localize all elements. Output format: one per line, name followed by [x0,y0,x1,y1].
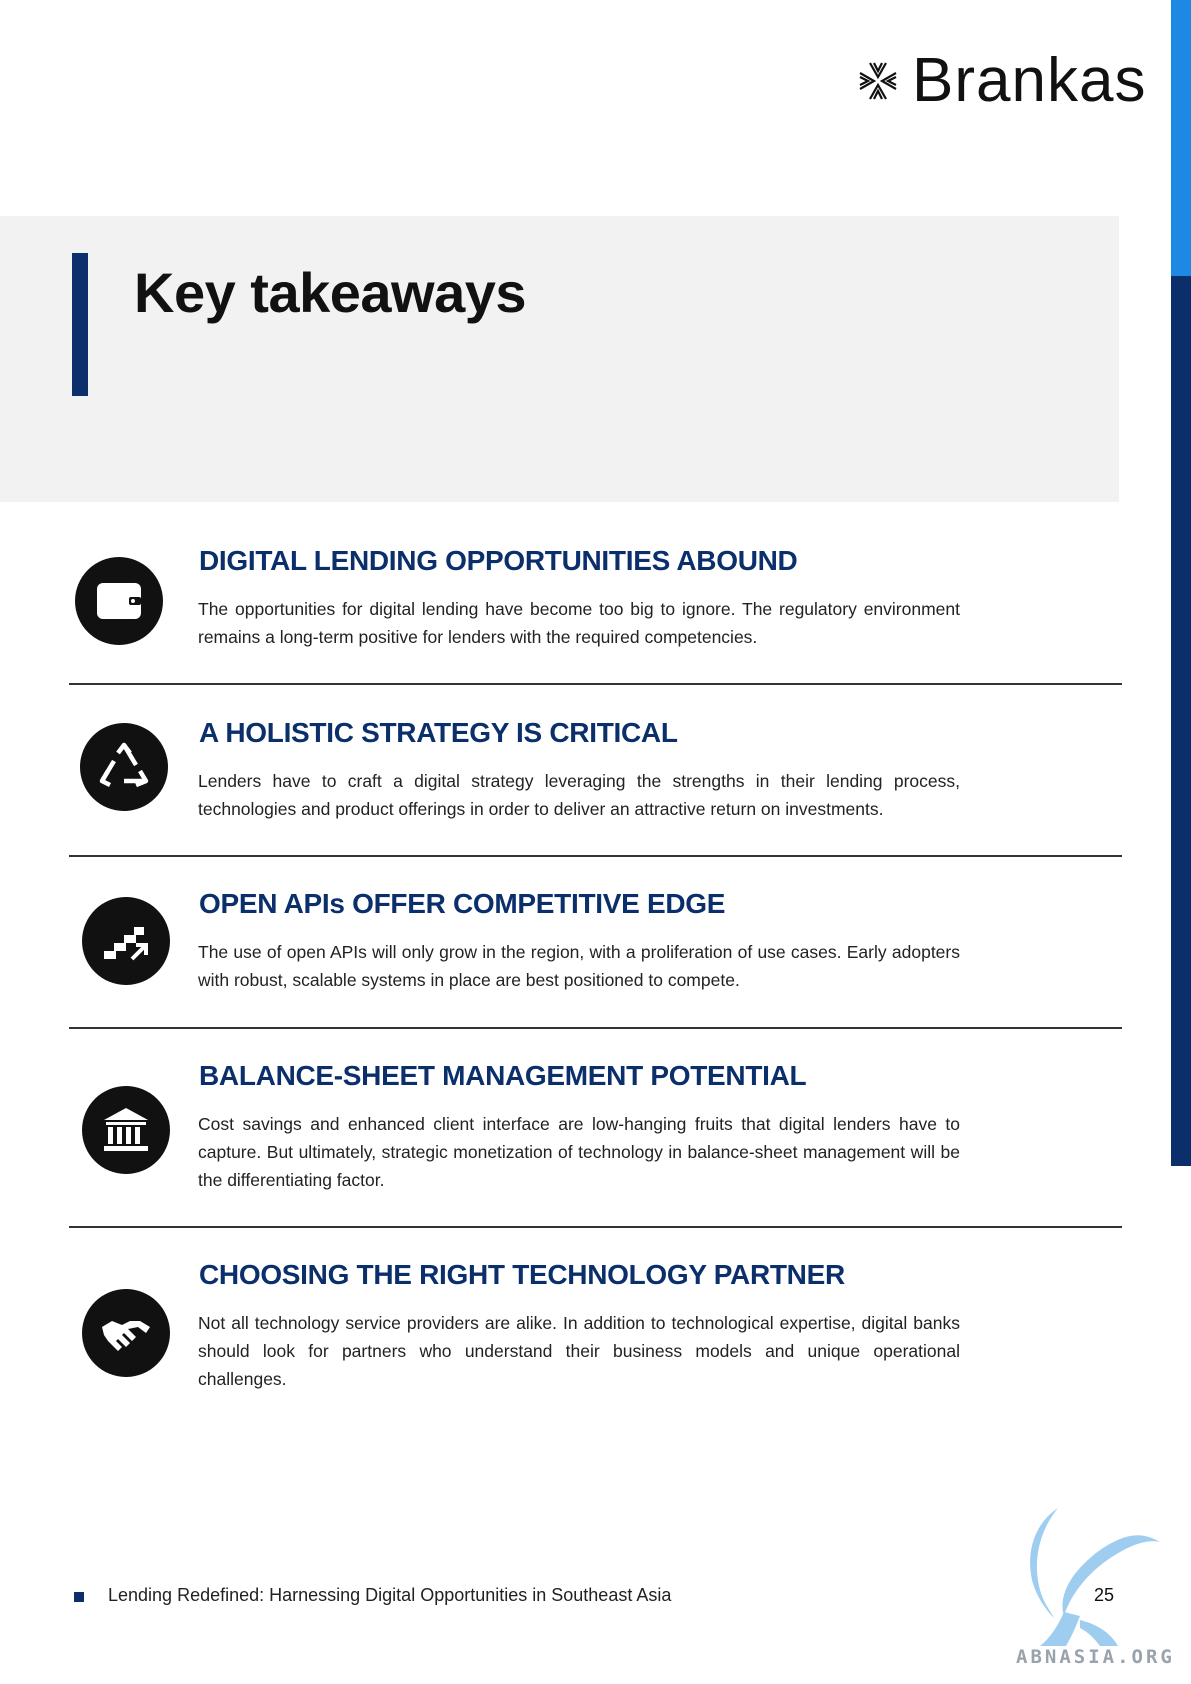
footer-bullet-square [74,1592,84,1602]
brand-name: Brankas [912,46,1147,115]
brankas-star-icon [859,62,897,100]
takeaway-heading: BALANCE-SHEET MANAGEMENT POTENTIAL [199,1060,807,1091]
stairs-up-icon [82,897,170,985]
footer-report-title: Lending Redefined: Harnessing Digital Op… [108,1585,672,1605]
page-number: 25 [1094,1585,1115,1605]
hero-accent-bar [72,253,88,396]
recycle-icon [80,723,168,811]
section-divider [69,683,1122,685]
takeaway-body: Lenders have to craft a digital strategy… [198,771,960,819]
takeaway-heading: OPEN APIs OFFER COMPETITIVE EDGE [199,888,726,919]
takeaway-body: Cost savings and enhanced client interfa… [198,1114,960,1190]
takeaway-body: The opportunities for digital lending ha… [198,599,960,647]
handshake-icon [82,1289,170,1377]
watermark-text: ABNASIA.ORG [1016,1646,1175,1668]
side-accent-bar-light [1171,0,1191,276]
section-divider [69,1027,1122,1029]
side-accent-bar-dark [1171,276,1191,1166]
takeaway-body: Not all technology service providers are… [198,1313,960,1389]
wallet-icon [75,557,163,645]
brand-logo: Brankas [856,46,1146,116]
hero-banner [0,216,1119,502]
takeaway-heading: CHOOSING THE RIGHT TECHNOLOGY PARTNER [199,1259,845,1290]
bank-icon [82,1086,170,1174]
section-divider [69,855,1122,857]
section-divider [69,1226,1122,1228]
takeaway-body: The use of open APIs will only grow in t… [198,942,960,990]
takeaway-heading: DIGITAL LENDING OPPORTUNITIES ABOUND [199,545,798,576]
griffin-watermark-icon [1030,1508,1160,1646]
takeaway-heading: A HOLISTIC STRATEGY IS CRITICAL [199,717,678,748]
page-title: Key takeaways [134,261,527,324]
